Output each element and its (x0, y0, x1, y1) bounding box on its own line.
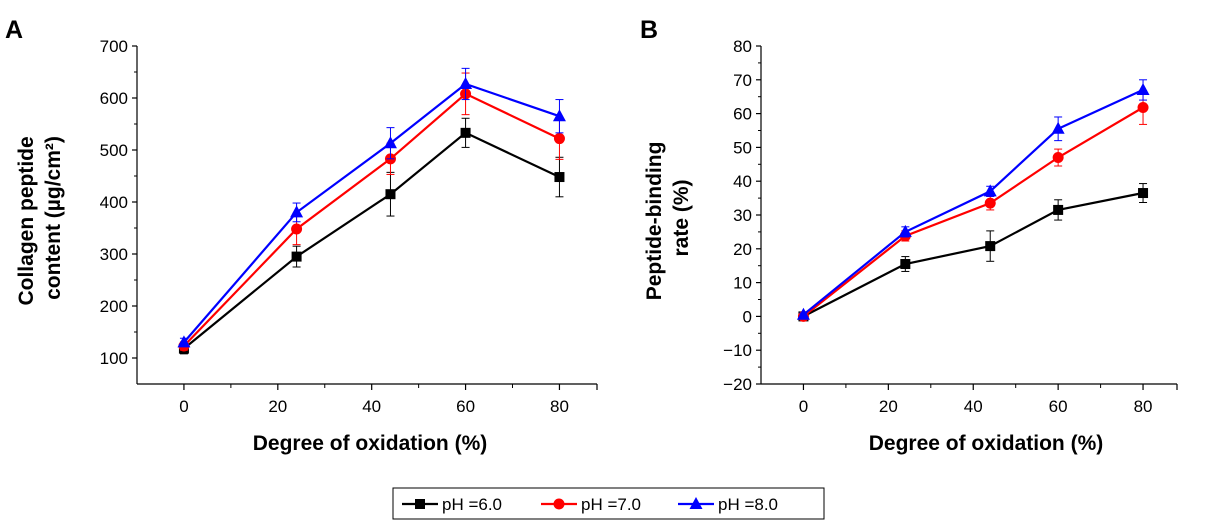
y-axis-title-a-line1: Collagen peptide (15, 136, 38, 305)
y-tick-label-b: 40 (733, 172, 752, 191)
data-point-b-2 (983, 184, 997, 197)
data-point-b-1 (984, 197, 996, 209)
x-tick-label-b: 20 (879, 397, 898, 416)
legend-marker (553, 498, 565, 510)
x-tick-label-a: 20 (268, 397, 287, 416)
y-tick-label-a: 300 (100, 245, 128, 264)
data-point-b-0 (900, 259, 911, 270)
panel-a-letter: A (5, 16, 23, 44)
data-point-b-2 (898, 224, 912, 237)
y-tick-label-b: 20 (733, 240, 752, 259)
y-tick-label-a: 700 (100, 37, 128, 56)
y-tick-label-a: 100 (100, 349, 128, 368)
data-point-a-2 (459, 76, 473, 89)
y-tick-label-a: 600 (100, 89, 128, 108)
series-a-0 (178, 117, 565, 355)
series-line-b-0 (802, 191, 1144, 318)
y-tick-label-a: 200 (100, 297, 128, 316)
y-axis-title-a: Collagen peptide content (µg/cm²) (15, 130, 65, 305)
legend: pH =6.0 pH =7.0 pH =8.0 (392, 487, 825, 520)
data-point-b-2 (796, 307, 810, 320)
data-point-a-1 (291, 223, 303, 235)
legend-label: pH =6.0 (442, 495, 502, 514)
x-tick-label-a: 40 (362, 397, 381, 416)
data-point-a-2 (383, 136, 397, 149)
data-point-a-1 (553, 133, 565, 145)
panel-b: B −20 −10 0 10 20 30 40 50 60 70 80 0 20 40 60 80 Degre… (640, 16, 1178, 455)
series-line-a-0 (183, 131, 560, 350)
series-line-a-1 (183, 92, 560, 347)
data-point-a-0 (554, 172, 565, 183)
y-axis-title-b-line2: rate (%) (670, 179, 693, 256)
y-tick-label-b: 50 (733, 138, 752, 157)
y-tick-label-b: −10 (723, 341, 752, 360)
legend-item-2: pH =8.0 (678, 495, 778, 514)
panel-b-letter: B (640, 16, 658, 44)
y-tick-label-b: 10 (733, 274, 752, 293)
legend-label: pH =8.0 (718, 495, 778, 514)
data-point-b-0 (1138, 188, 1149, 199)
x-tick-label-b: 80 (1134, 397, 1153, 416)
data-point-b-2 (1051, 121, 1065, 134)
data-point-b-1 (1137, 102, 1149, 114)
data-point-a-2 (177, 335, 191, 348)
data-point-a-2 (552, 109, 566, 122)
y-tick-label-b: 80 (733, 37, 752, 56)
y-tick-label-b: 70 (733, 71, 752, 90)
legend-item-0: pH =6.0 (402, 495, 502, 514)
legend-box (392, 487, 825, 520)
y-axis-title-a-line2: content (µg/cm²) (42, 136, 65, 300)
y-tick-label-b: 60 (733, 105, 752, 124)
x-tick-label-b: 0 (799, 397, 808, 416)
y-tick-label-b: −20 (723, 375, 752, 394)
series-b-0 (798, 183, 1149, 322)
x-axis-title-b: Degree of oxidation (%) (869, 432, 1104, 455)
x-tick-label-b: 40 (964, 397, 983, 416)
series-a-2 (177, 67, 566, 348)
y-tick-label-a: 400 (100, 193, 128, 212)
data-point-a-0 (291, 251, 302, 262)
series-b-2 (796, 79, 1150, 320)
legend-marker (415, 499, 425, 509)
plot-area-b: −20 −10 0 10 20 30 40 50 60 70 80 0 20 40 60 80 (723, 37, 1178, 416)
data-point-b-2 (1136, 82, 1150, 95)
data-point-a-0 (385, 189, 396, 200)
plot-area-a: 100 200 300 400 500 600 700 0 20 40 60 80 (100, 37, 598, 416)
y-tick-label-b: 30 (733, 206, 752, 225)
y-axis-title-b: Peptide-binding rate (%) (643, 136, 693, 301)
legend-label: pH =7.0 (581, 495, 641, 514)
series-line-b-1 (802, 106, 1144, 318)
series-a-1 (178, 72, 565, 352)
data-point-a-0 (460, 127, 471, 138)
legend-item-1: pH =7.0 (541, 495, 641, 514)
x-tick-label-a: 0 (179, 397, 188, 416)
x-tick-label-a: 60 (456, 397, 475, 416)
legend-marker (689, 497, 703, 509)
x-tick-label-b: 60 (1049, 397, 1068, 416)
data-point-b-0 (985, 241, 996, 252)
x-tick-label-a: 80 (550, 397, 569, 416)
series-b-1 (797, 90, 1149, 322)
y-axis-title-b-line1: Peptide-binding (643, 142, 666, 301)
data-point-a-2 (290, 205, 304, 218)
data-point-b-1 (1052, 152, 1064, 164)
data-point-b-0 (1053, 204, 1064, 215)
y-tick-label-a: 500 (100, 141, 128, 160)
x-axis-title-a: Degree of oxidation (%) (253, 432, 488, 455)
panel-a: A 100 200 300 400 500 600 700 0 20 40 60 80 Degree … (5, 16, 598, 455)
y-tick-label-b: 0 (743, 307, 752, 326)
